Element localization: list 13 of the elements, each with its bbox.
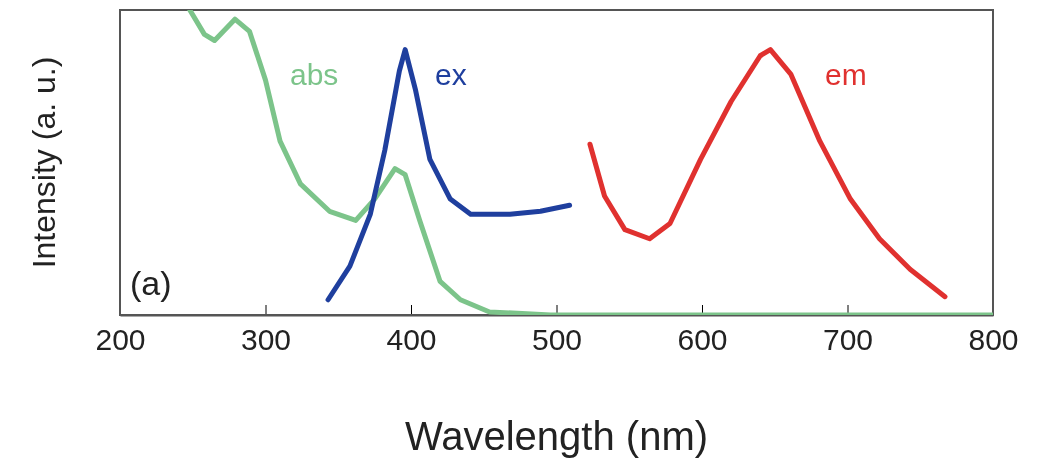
x-tick-label: 400 bbox=[386, 323, 437, 357]
series-label: ex bbox=[435, 58, 467, 91]
x-tick-label: 300 bbox=[240, 323, 292, 357]
x-tick-label: 500 bbox=[531, 323, 583, 357]
series-label: abs bbox=[290, 58, 339, 91]
x-tick-label: 700 bbox=[822, 323, 874, 357]
x-tick-label: 200 bbox=[95, 323, 146, 357]
x-tick-label: 600 bbox=[677, 323, 728, 357]
x-tick-label: 800 bbox=[968, 323, 1019, 357]
series-label: em bbox=[825, 58, 867, 91]
y-axis-title: Intensity (a. u.) bbox=[26, 56, 62, 269]
x-axis-title: Wavelength (nm) bbox=[404, 414, 709, 458]
annotation: (a) bbox=[130, 264, 172, 302]
